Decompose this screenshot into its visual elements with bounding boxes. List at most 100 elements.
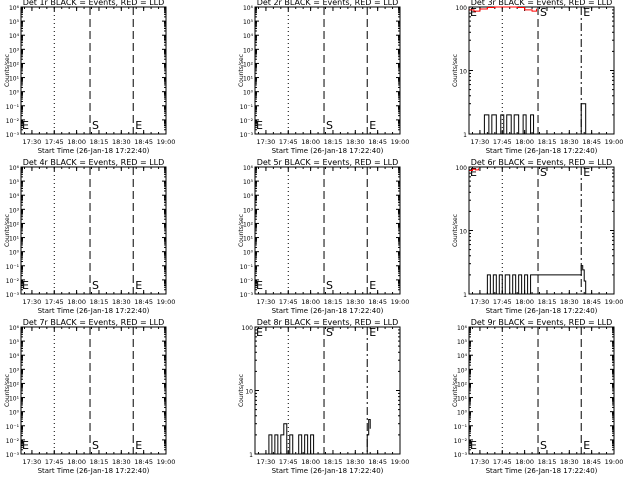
x-tick-label: 17:30 bbox=[471, 458, 490, 466]
chart-title: Det 8r BLACK = Events, RED = LLD bbox=[257, 318, 399, 327]
x-tick-label: 18:00 bbox=[67, 458, 86, 466]
y-axis-label: Counts/sec bbox=[452, 374, 459, 407]
x-tick-label: 18:00 bbox=[515, 138, 534, 146]
y-tick-label: 10⁻³ bbox=[454, 452, 468, 459]
y-axis-label: Counts/sec bbox=[452, 214, 459, 247]
x-tick-label: 17:45 bbox=[45, 458, 64, 466]
y-tick-label: 10⁻³ bbox=[6, 452, 20, 459]
plot-frame bbox=[468, 326, 615, 455]
y-axis: 10⁻³ 10⁻² 10⁻¹ 10⁰ 10¹ 10² 10³ 10⁴ 10⁵ 10⁶ bbox=[6, 325, 166, 459]
x-tick-label: 18:00 bbox=[301, 138, 320, 146]
y-tick-label: 10⁵ bbox=[9, 179, 20, 186]
x-tick-label: 18:30 bbox=[346, 298, 365, 306]
x-tick-label: 18:30 bbox=[112, 138, 131, 146]
y-tick-label: 10⁶ bbox=[243, 5, 254, 12]
lld-series-line bbox=[469, 6, 538, 12]
x-tick-label: 18:15 bbox=[538, 458, 557, 466]
y-axis-label: Counts/sec bbox=[238, 374, 245, 407]
plot-frame bbox=[468, 6, 615, 135]
plot-frame bbox=[254, 166, 401, 295]
marker-label: E bbox=[583, 166, 590, 179]
y-tick-label: 10⁻² bbox=[240, 278, 254, 285]
chart-title: Det 4r BLACK = Events, RED = LLD bbox=[23, 158, 165, 167]
y-tick-label: 10⁻² bbox=[454, 438, 468, 445]
y-tick-label: 10³ bbox=[9, 367, 20, 374]
marker-label: S bbox=[326, 326, 333, 339]
x-tick-label: 18:00 bbox=[301, 458, 320, 466]
y-tick-label: 10⁻² bbox=[6, 118, 20, 125]
marker-label: S bbox=[92, 119, 99, 132]
x-tick-label: 18:00 bbox=[515, 298, 534, 306]
x-axis-label: Start Time (26-Jan-18 17:22:40) bbox=[272, 467, 384, 475]
y-axis: 10⁻³ 10⁻² 10⁻¹ 10⁰ 10¹ 10² 10³ 10⁴ 10⁵ 10⁶ bbox=[454, 325, 614, 459]
y-tick-label: 10¹ bbox=[9, 76, 20, 83]
y-tick-label: 100 bbox=[456, 165, 468, 172]
x-axis-label: Start Time (26-Jan-18 17:22:40) bbox=[272, 147, 384, 155]
x-tick-label: 18:45 bbox=[582, 138, 601, 146]
y-axis-label: Counts/sec bbox=[238, 214, 245, 247]
chart-panel: Det 3r BLACK = Events, RED = LLD 1 10 100 Co… bbox=[452, 0, 623, 155]
y-axis-label: Counts/sec bbox=[4, 54, 11, 87]
y-tick-label: 10² bbox=[243, 61, 254, 68]
y-tick-label: 10⁻¹ bbox=[240, 104, 254, 111]
edge-label: E bbox=[256, 119, 263, 132]
y-tick-label: 10² bbox=[243, 221, 254, 228]
x-tick-label: 18:15 bbox=[90, 138, 109, 146]
x-axis-label: Start Time (26-Jan-18 17:22:40) bbox=[486, 307, 598, 315]
y-axis-label: Counts/sec bbox=[4, 214, 11, 247]
x-tick-label: 19:00 bbox=[605, 298, 624, 306]
edge-label: E bbox=[470, 439, 477, 452]
y-tick-label: 10⁵ bbox=[9, 339, 20, 346]
y-tick-label: 10⁴ bbox=[9, 193, 20, 200]
x-tick-label: 17:30 bbox=[257, 458, 276, 466]
y-tick-label: 10 bbox=[245, 389, 253, 396]
marker-label: E bbox=[369, 119, 376, 132]
x-axis-label: Start Time (26-Jan-18 17:22:40) bbox=[272, 307, 384, 315]
y-tick-label: 10¹ bbox=[243, 236, 254, 243]
x-tick-label: 18:15 bbox=[90, 458, 109, 466]
x-axis: 17:30 17:45 18:00 18:15 18:30 18:45 19:00 bbox=[471, 167, 624, 306]
chart-panel: Det 4r BLACK = Events, RED = LLD 10⁻³ 10⁻²… bbox=[4, 158, 175, 315]
marker-label: E bbox=[135, 119, 142, 132]
y-tick-label: 10⁰ bbox=[243, 90, 254, 97]
x-axis: 17:30 17:45 18:00 18:15 18:30 18:45 19:00 bbox=[257, 7, 409, 146]
marker-label: S bbox=[326, 119, 333, 132]
x-tick-label: 19:00 bbox=[157, 138, 176, 146]
x-tick-label: 18:30 bbox=[560, 138, 579, 146]
marker-label: S bbox=[92, 279, 99, 292]
x-axis-label: Start Time (26-Jan-18 17:22:40) bbox=[486, 467, 598, 475]
marker-label: S bbox=[326, 279, 333, 292]
x-tick-label: 19:00 bbox=[391, 458, 410, 466]
marker-label: E bbox=[369, 279, 376, 292]
y-tick-label: 10⁻³ bbox=[6, 132, 20, 139]
x-tick-label: 18:15 bbox=[538, 298, 557, 306]
edge-label: E bbox=[22, 279, 29, 292]
x-tick-label: 18:15 bbox=[538, 138, 557, 146]
y-axis: 1 10 100 bbox=[456, 5, 614, 139]
events-series-line bbox=[479, 103, 587, 135]
edge-label: E bbox=[470, 166, 477, 179]
lld-series-line bbox=[469, 168, 479, 172]
x-tick-label: 18:15 bbox=[324, 138, 343, 146]
chart-panel: Det 6r BLACK = Events, RED = LLD 1 10 100 Co… bbox=[452, 158, 623, 315]
y-tick-label: 1 bbox=[463, 292, 467, 299]
chart-title: Det 1r BLACK = Events, RED = LLD bbox=[23, 0, 165, 7]
events-series-line bbox=[484, 265, 587, 295]
y-tick-label: 10⁴ bbox=[457, 353, 468, 360]
chart-title: Det 2r BLACK = Events, RED = LLD bbox=[257, 0, 399, 7]
x-tick-label: 18:30 bbox=[346, 138, 365, 146]
y-tick-label: 10⁴ bbox=[9, 33, 20, 40]
y-tick-label: 10³ bbox=[9, 207, 20, 214]
x-tick-label: 18:45 bbox=[582, 458, 601, 466]
x-tick-label: 17:45 bbox=[279, 138, 298, 146]
y-tick-label: 10⁶ bbox=[9, 325, 20, 332]
chart-panel: Det 2r BLACK = Events, RED = LLD 10⁻³ 10⁻²… bbox=[238, 0, 409, 155]
y-tick-label: 10⁵ bbox=[243, 179, 254, 186]
x-tick-label: 17:30 bbox=[257, 138, 276, 146]
y-tick-label: 10⁵ bbox=[9, 19, 20, 26]
plot-frame bbox=[20, 326, 167, 455]
y-tick-label: 1 bbox=[463, 132, 467, 139]
chart-panel: Det 9r BLACK = Events, RED = LLD 10⁻³ 10⁻²… bbox=[452, 318, 623, 475]
y-tick-label: 10⁰ bbox=[9, 90, 20, 97]
x-tick-label: 17:30 bbox=[471, 298, 490, 306]
